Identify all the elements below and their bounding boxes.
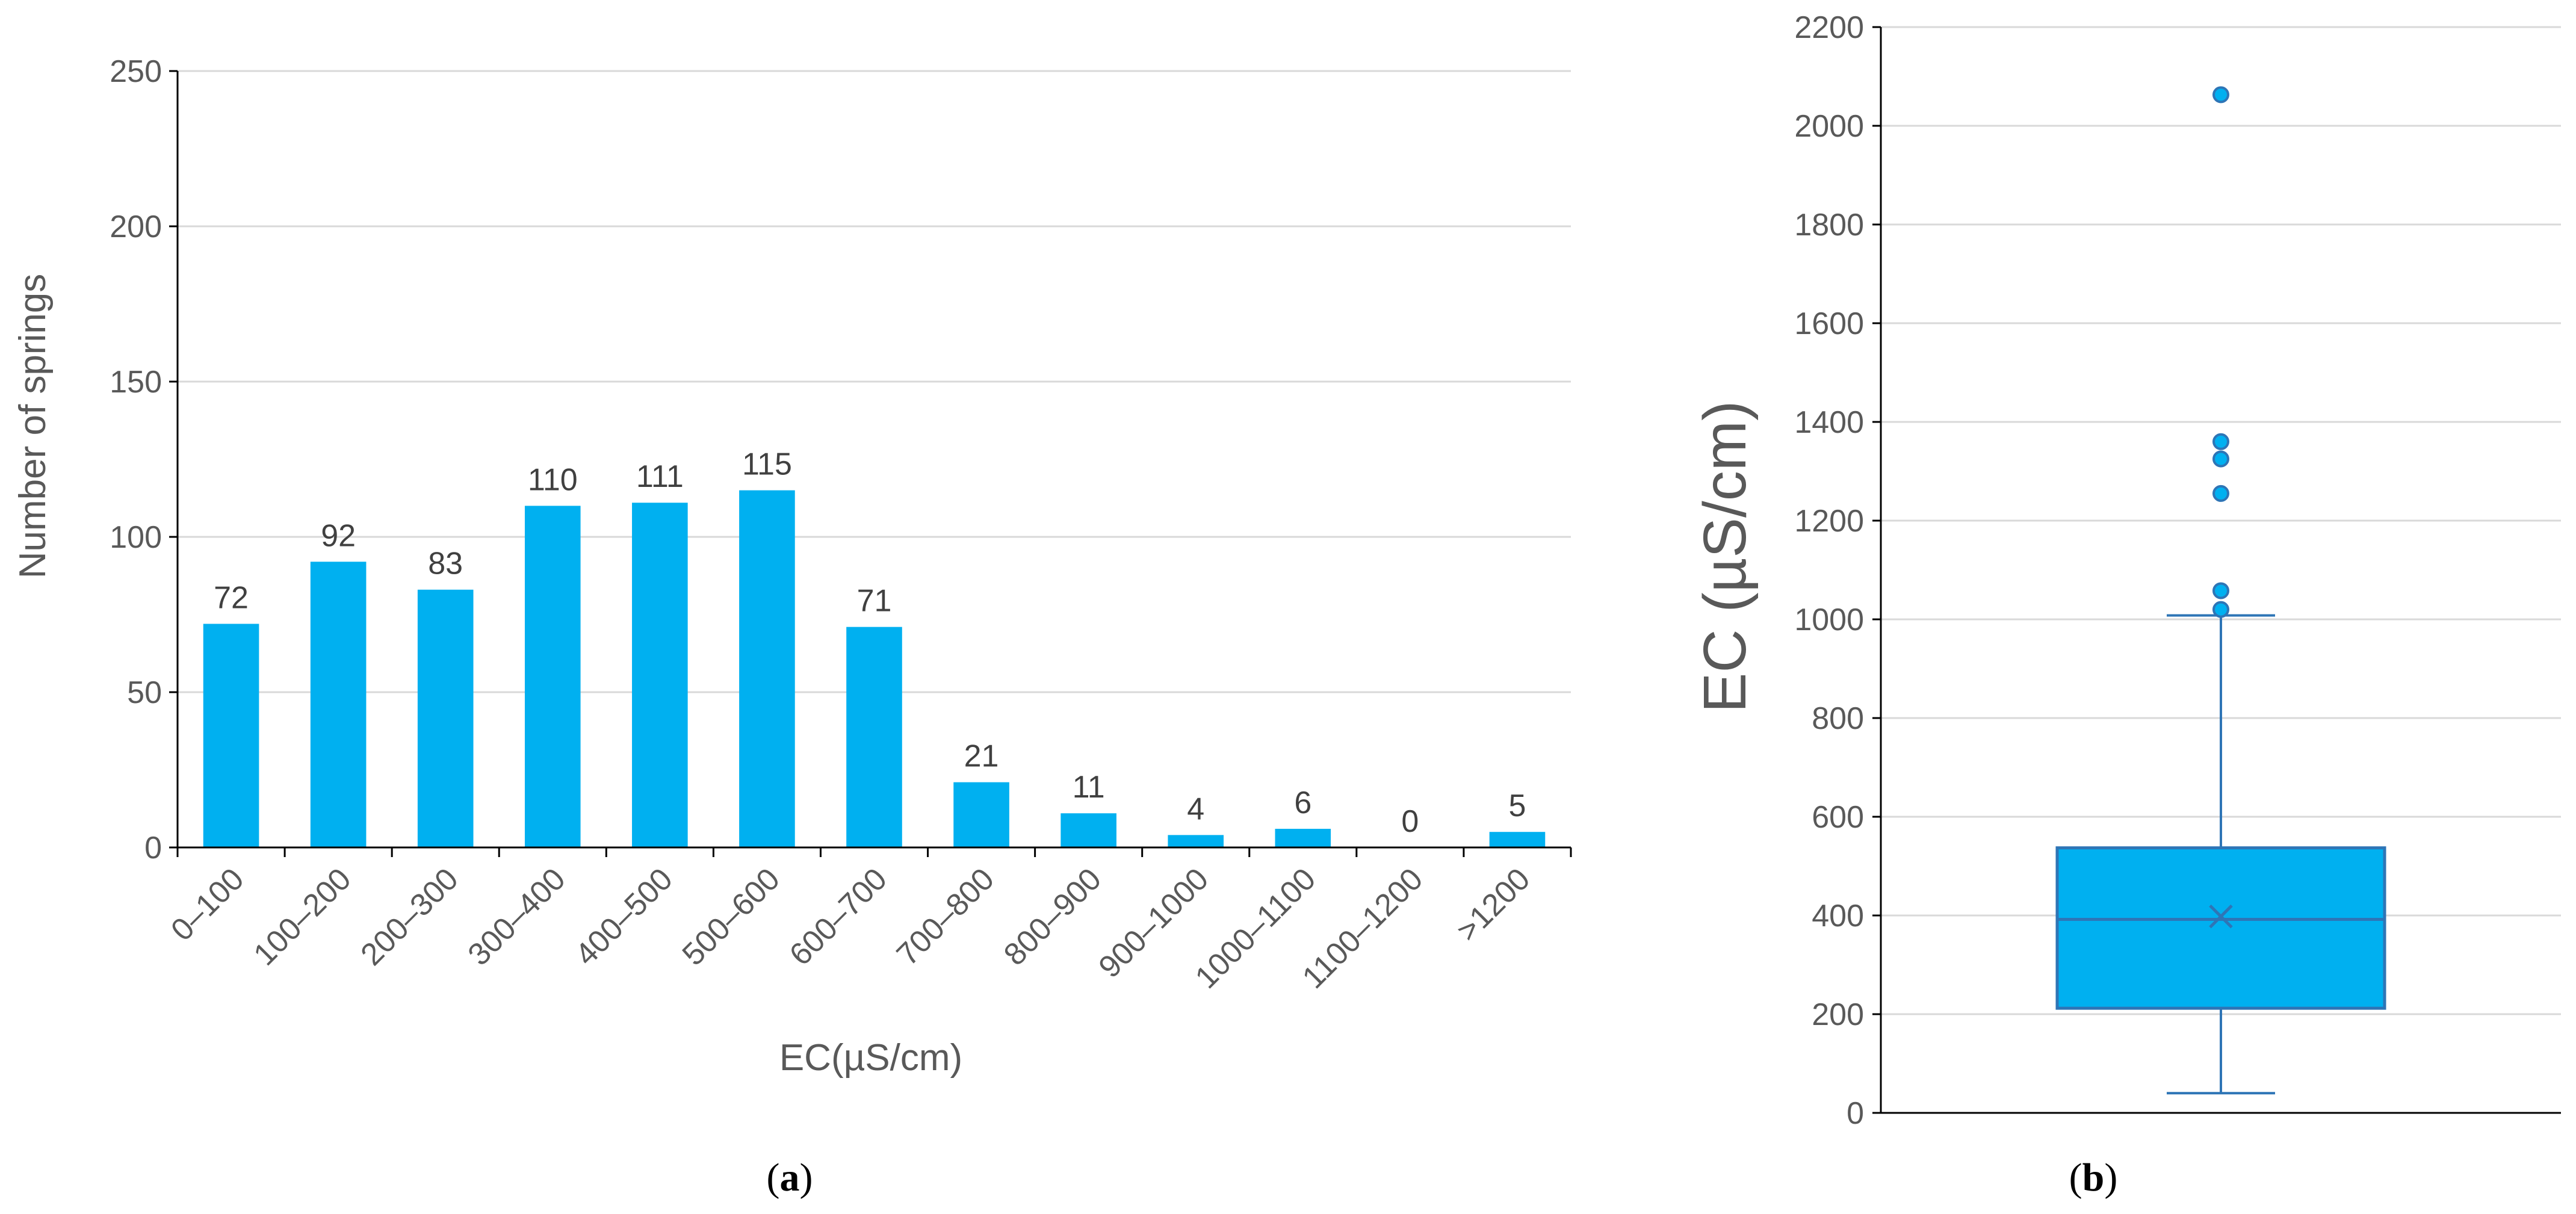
boxplot-chart: 0 200 400 600 800 1000 1200 1400 1600 1800 2000 220…: [1691, 10, 2561, 1200]
data-label-6: 71: [857, 584, 892, 619]
x-tick-label-2: 200–300: [355, 861, 465, 972]
bar-1: [310, 562, 367, 847]
histogram-bars: [203, 490, 1546, 847]
panel-label-a: (a): [767, 1156, 813, 1200]
histogram-data-labels: 72 92 83 110 111 115 71 21 11 4 6 0 5: [214, 447, 1526, 839]
outlier-point-0: [2212, 601, 2229, 618]
bar-10: [1275, 829, 1331, 847]
panel-letter-a: a: [780, 1156, 800, 1200]
data-label-11: 0: [1401, 804, 1419, 839]
bar-9: [1168, 835, 1224, 847]
data-label-1: 92: [321, 518, 356, 553]
boxplot-y-axis-title: EC (µS/cm): [1691, 401, 1759, 713]
panel-label-b: (b): [2069, 1156, 2118, 1200]
boxplot-gridlines: [1881, 26, 2561, 1015]
mean-marker-stroke-2: [2209, 904, 2233, 929]
outlier-point-4: [2212, 433, 2229, 450]
y-tick-label-1: 200: [1812, 997, 1864, 1032]
y-tick-label-1: 50: [127, 675, 162, 710]
data-label-7: 21: [964, 739, 999, 774]
x-tick-label-6: 600–700: [783, 861, 894, 972]
y-tick-label-2: 100: [110, 520, 162, 555]
x-tick-label-5: 500–600: [676, 861, 787, 972]
histogram-y-axis-title: Number of springs: [12, 274, 54, 579]
y-tick-label-10: 2000: [1794, 109, 1864, 144]
bar-2: [417, 589, 474, 847]
y-tick-label-5: 1000: [1794, 602, 1864, 637]
boxplot-y-tick-labels: 0 200 400 600 800 1000 1200 1400 1600 1800 2000 220…: [1794, 10, 1864, 1131]
x-tick-label-12: >1200: [1450, 861, 1537, 948]
y-tick-label-9: 1800: [1794, 208, 1864, 243]
x-tick-label-7: 700–800: [890, 861, 1001, 972]
bar-12: [1489, 832, 1546, 847]
y-tick-label-6: 1200: [1794, 504, 1864, 539]
x-tick-label-1: 100–200: [247, 861, 358, 972]
bar-0: [203, 624, 259, 847]
y-tick-label-0: 0: [1847, 1096, 1864, 1131]
y-tick-label-8: 1600: [1794, 306, 1864, 341]
boxplot-axes: [1872, 26, 2561, 1114]
y-tick-label-5: 250: [110, 54, 162, 89]
data-label-4: 111: [636, 459, 684, 494]
histogram-x-axis-title: EC(µS/cm): [779, 1037, 962, 1079]
bar-5: [739, 490, 795, 847]
bar-8: [1060, 813, 1116, 847]
boxplot-elements: [2055, 86, 2386, 1095]
data-label-5: 115: [742, 447, 792, 482]
data-label-2: 83: [428, 547, 463, 581]
y-tick-label-11: 2200: [1794, 10, 1864, 45]
bar-4: [632, 503, 688, 847]
bar-6: [846, 627, 902, 847]
x-tick-label-0: 0–100: [164, 861, 250, 947]
iqr-box: [2055, 846, 2386, 1010]
y-tick-label-7: 1400: [1794, 405, 1864, 440]
data-label-3: 110: [528, 462, 578, 497]
outlier-point-3: [2212, 450, 2229, 468]
panel-letter-b: b: [2082, 1156, 2105, 1200]
y-tick-label-0: 0: [144, 831, 162, 866]
data-label-10: 6: [1294, 785, 1311, 820]
bar-7: [953, 782, 1009, 847]
y-tick-label-2: 400: [1812, 899, 1864, 934]
y-tick-label-4: 800: [1812, 701, 1864, 736]
data-label-8: 11: [1073, 770, 1105, 805]
histogram-gridlines: [178, 70, 1571, 693]
y-tick-label-3: 150: [110, 365, 162, 400]
data-label-9: 4: [1187, 791, 1204, 826]
x-tick-label-8: 800–900: [997, 861, 1108, 972]
histogram-y-tick-labels: 0 50 100 150 200 250: [110, 54, 162, 866]
outlier-point-5: [2212, 86, 2229, 104]
data-label-12: 5: [1509, 788, 1526, 823]
outlier-point-1: [2212, 582, 2229, 599]
x-tick-label-3: 300–400: [462, 861, 572, 972]
histogram-axes: [169, 70, 1572, 857]
x-tick-label-4: 400–500: [569, 861, 680, 972]
y-tick-label-4: 200: [110, 209, 162, 244]
bar-3: [524, 506, 581, 847]
y-tick-label-3: 600: [1812, 800, 1864, 835]
data-label-0: 72: [214, 580, 249, 615]
outlier-point-2: [2212, 485, 2229, 502]
histogram-x-tick-labels: 0–100100–200200–300300–400400–500500–600…: [164, 861, 1537, 995]
